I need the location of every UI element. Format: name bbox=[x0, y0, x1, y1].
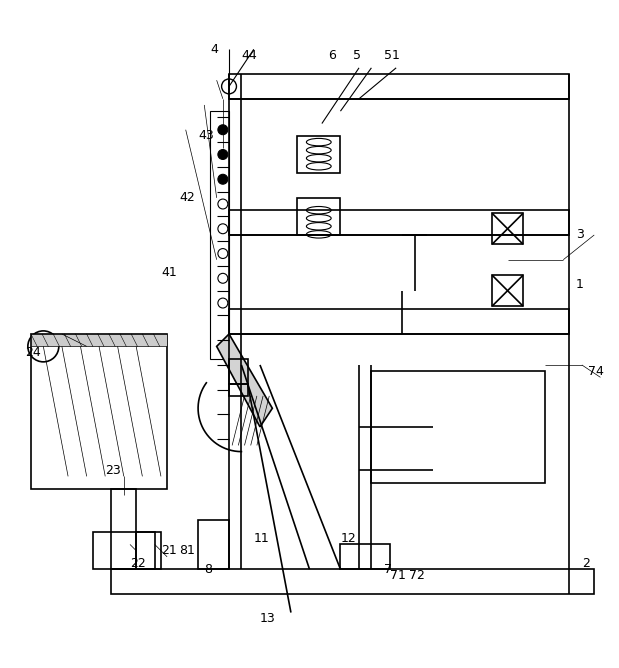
Bar bbox=[229, 74, 569, 99]
Bar bbox=[371, 371, 545, 482]
Bar bbox=[297, 198, 340, 235]
Bar bbox=[198, 520, 229, 569]
Text: 7: 7 bbox=[384, 562, 392, 576]
Text: 4: 4 bbox=[210, 43, 219, 55]
Text: 2: 2 bbox=[582, 556, 590, 570]
Bar bbox=[229, 309, 569, 334]
Bar bbox=[111, 489, 136, 569]
Text: 81: 81 bbox=[180, 544, 196, 557]
Bar bbox=[492, 275, 523, 306]
Bar bbox=[31, 334, 167, 347]
Text: 43: 43 bbox=[198, 130, 214, 142]
Bar bbox=[31, 334, 167, 489]
Text: 8: 8 bbox=[204, 562, 212, 576]
Text: 42: 42 bbox=[180, 191, 195, 204]
Text: 41: 41 bbox=[161, 266, 176, 279]
Polygon shape bbox=[217, 334, 272, 427]
Circle shape bbox=[218, 150, 228, 160]
Text: 6: 6 bbox=[328, 49, 336, 62]
Circle shape bbox=[218, 174, 228, 184]
Text: 21: 21 bbox=[161, 544, 176, 557]
Text: 71: 71 bbox=[390, 569, 406, 582]
Text: 12: 12 bbox=[340, 532, 356, 545]
Text: 1: 1 bbox=[576, 278, 584, 291]
Text: 23: 23 bbox=[105, 464, 121, 477]
Bar bbox=[93, 532, 155, 569]
Bar bbox=[229, 383, 248, 396]
Bar bbox=[111, 569, 594, 594]
Circle shape bbox=[218, 125, 228, 135]
Bar bbox=[297, 136, 340, 173]
Text: 5: 5 bbox=[353, 49, 361, 62]
Bar bbox=[229, 359, 248, 383]
Bar bbox=[210, 111, 229, 359]
Text: 3: 3 bbox=[576, 228, 584, 241]
Bar bbox=[229, 210, 569, 235]
Text: 24: 24 bbox=[25, 346, 40, 359]
Text: 13: 13 bbox=[260, 613, 275, 625]
Bar bbox=[340, 544, 390, 569]
Text: 72: 72 bbox=[409, 569, 425, 582]
Text: 11: 11 bbox=[254, 532, 269, 545]
Text: 51: 51 bbox=[384, 49, 400, 62]
Bar bbox=[136, 532, 161, 569]
Text: 44: 44 bbox=[241, 49, 257, 62]
Text: 74: 74 bbox=[588, 365, 604, 377]
Text: 22: 22 bbox=[130, 556, 145, 570]
Bar bbox=[492, 213, 523, 244]
